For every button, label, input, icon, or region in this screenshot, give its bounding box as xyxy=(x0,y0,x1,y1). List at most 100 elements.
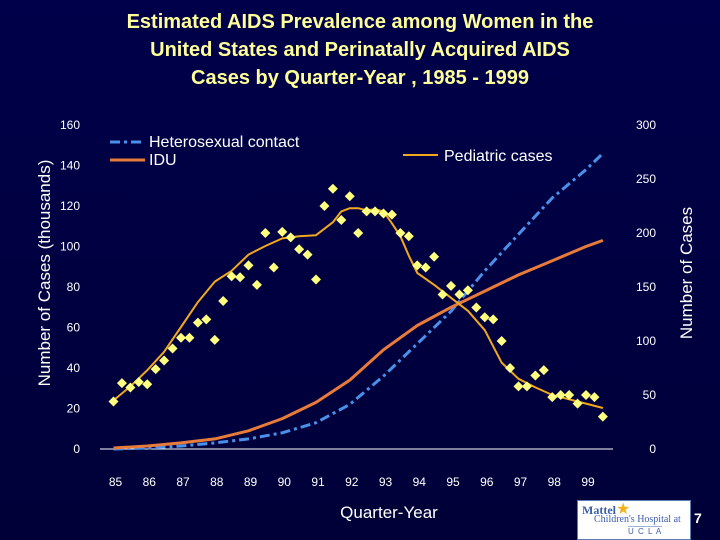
pediatric-point xyxy=(327,183,338,194)
y-left-tick-label: 100 xyxy=(60,240,80,254)
pediatric-point xyxy=(176,332,186,343)
y-right-tick-label: 200 xyxy=(636,226,656,240)
title-line-1: Estimated AIDS Prevalence among Women in… xyxy=(126,11,594,33)
pediatric-point xyxy=(420,262,431,273)
pediatric-point xyxy=(454,289,465,300)
pediatric-point xyxy=(167,343,178,354)
y-axis-left-label: Number of Cases (thousands) xyxy=(35,160,54,387)
pediatric-point xyxy=(547,392,558,403)
y-left-tick-label: 160 xyxy=(60,118,80,132)
pediatric-point xyxy=(277,226,288,237)
y-left-tick-label: 40 xyxy=(67,361,81,375)
pediatric-point xyxy=(446,280,456,291)
x-tick-label: 97 xyxy=(514,475,528,489)
pediatric-point xyxy=(353,228,364,238)
y-left-tick-label: 80 xyxy=(67,280,81,294)
pediatric-point xyxy=(116,378,127,389)
x-tick-label: 86 xyxy=(143,475,157,489)
logo-line-3: U C L A xyxy=(628,526,663,536)
chart-axes: 0 20 40 60 80 100 120 140 160 0 50 100 150 200 250 300 8… xyxy=(60,118,656,489)
pediatric-point xyxy=(496,336,507,346)
y-left-tick-label: 0 xyxy=(73,442,80,456)
pediatric-point xyxy=(395,228,406,238)
y-right-tick-label: 300 xyxy=(636,118,656,132)
pediatric-point xyxy=(311,274,321,285)
pediatric-cases-line xyxy=(112,207,604,409)
legend-label-pediatric: Pediatric cases xyxy=(444,148,553,165)
y-left-tick-label: 60 xyxy=(67,321,81,335)
pediatric-point xyxy=(462,285,473,296)
pediatric-point xyxy=(344,191,355,202)
pediatric-point xyxy=(572,398,583,409)
heterosexual-contact-line xyxy=(113,152,604,451)
title-line-2: United States and Perinatally Acquired A… xyxy=(150,39,570,61)
star-icon: ★ xyxy=(616,501,631,518)
pediatric-point xyxy=(159,355,170,366)
pediatric-point xyxy=(192,317,203,328)
y-right-tick-label: 0 xyxy=(649,442,656,456)
pediatric-point xyxy=(294,244,305,255)
x-tick-label: 88 xyxy=(210,475,224,489)
hospital-logo: Mattel ★ Children's Hospital at U C L A xyxy=(577,500,691,540)
x-tick-label: 95 xyxy=(446,475,460,489)
pediatric-point xyxy=(581,390,591,400)
pediatric-point xyxy=(142,379,153,390)
pediatric-point xyxy=(589,392,600,403)
x-tick-label: 91 xyxy=(311,475,325,489)
x-tick-label: 90 xyxy=(278,475,292,489)
legend-label-idu: IDU xyxy=(149,152,177,169)
pediatric-point xyxy=(386,209,397,220)
pediatric-point xyxy=(209,334,220,345)
y-right-tick-label: 100 xyxy=(636,334,656,348)
pediatric-point xyxy=(538,365,549,376)
pediatric-point xyxy=(302,249,313,260)
x-tick-label: 92 xyxy=(345,475,359,489)
pediatric-point xyxy=(488,314,499,325)
pediatric-point xyxy=(125,382,136,393)
pediatric-point xyxy=(597,411,608,422)
chart-legend: Heterosexual contact IDU Pediatric cases xyxy=(110,134,553,169)
pediatric-point xyxy=(555,390,566,400)
x-tick-label: 89 xyxy=(244,475,258,489)
pediatric-point xyxy=(235,272,246,283)
pediatric-point xyxy=(429,251,440,262)
pediatric-point xyxy=(505,363,516,373)
pediatric-point xyxy=(403,231,414,242)
y-right-tick-label: 150 xyxy=(636,280,656,294)
y-left-tick-label: 120 xyxy=(60,199,80,213)
chart-series xyxy=(108,152,608,451)
pediatric-point xyxy=(361,206,372,217)
pediatric-point xyxy=(108,396,119,407)
y-right-tick-label: 50 xyxy=(643,388,657,402)
pediatric-point xyxy=(319,201,330,211)
pediatric-point xyxy=(378,208,389,219)
x-tick-label: 85 xyxy=(109,475,123,489)
pediatric-point xyxy=(243,260,254,271)
pediatric-point xyxy=(133,377,144,388)
pediatric-point xyxy=(268,262,279,273)
pediatric-point xyxy=(251,279,262,290)
slide-title: Estimated AIDS Prevalence among Women in… xyxy=(0,8,720,92)
pediatric-point xyxy=(260,228,271,238)
pediatric-point xyxy=(150,364,161,375)
x-tick-label: 93 xyxy=(379,475,393,489)
x-tick-label: 94 xyxy=(413,475,427,489)
y-axis-right-label: Number of Cases xyxy=(677,207,696,339)
logo-line-2: Children's Hospital at xyxy=(594,514,681,525)
pediatric-point xyxy=(184,332,195,343)
pediatric-point xyxy=(370,206,381,217)
pediatric-point xyxy=(521,381,532,392)
idu-line xyxy=(113,238,604,450)
x-tick-label: 99 xyxy=(581,475,595,489)
y-left-tick-label: 140 xyxy=(60,159,80,173)
pediatric-point xyxy=(285,232,296,243)
pediatric-point xyxy=(479,312,490,323)
y-right-tick-label: 250 xyxy=(636,172,656,186)
logo-line-1: Mattel xyxy=(582,503,616,517)
x-tick-label: 96 xyxy=(480,475,494,489)
pediatric-point xyxy=(530,370,541,381)
page-number: 7 xyxy=(694,510,702,526)
pediatric-point xyxy=(218,296,229,307)
legend-label-heterosexual: Heterosexual contact xyxy=(149,134,300,151)
